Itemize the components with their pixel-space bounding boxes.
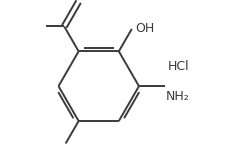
Text: NH₂: NH₂ bbox=[166, 91, 190, 103]
Text: HCl: HCl bbox=[167, 60, 189, 73]
Text: OH: OH bbox=[135, 22, 155, 35]
